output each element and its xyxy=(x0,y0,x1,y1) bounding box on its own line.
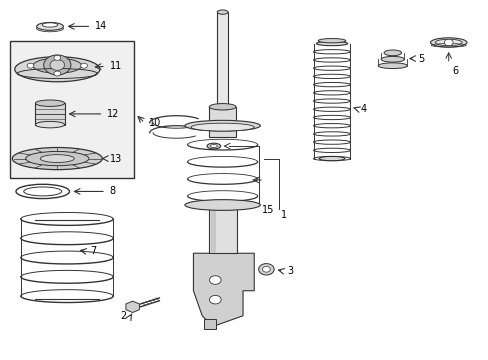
Ellipse shape xyxy=(15,57,100,82)
Circle shape xyxy=(50,60,64,70)
Ellipse shape xyxy=(217,10,227,14)
Circle shape xyxy=(81,63,87,68)
Text: 14: 14 xyxy=(95,21,107,31)
Ellipse shape xyxy=(319,157,344,161)
Circle shape xyxy=(209,296,221,304)
Circle shape xyxy=(43,55,71,75)
Circle shape xyxy=(54,55,61,60)
Ellipse shape xyxy=(37,22,63,30)
FancyBboxPatch shape xyxy=(35,103,64,125)
FancyBboxPatch shape xyxy=(209,107,236,137)
Polygon shape xyxy=(193,253,254,327)
Ellipse shape xyxy=(377,63,407,68)
Text: 5: 5 xyxy=(418,54,424,64)
Ellipse shape xyxy=(383,50,401,56)
Text: 2: 2 xyxy=(120,311,126,321)
Ellipse shape xyxy=(316,41,347,46)
Ellipse shape xyxy=(40,155,74,162)
Ellipse shape xyxy=(318,39,345,43)
Text: 3: 3 xyxy=(287,266,293,276)
Ellipse shape xyxy=(184,120,260,131)
FancyBboxPatch shape xyxy=(10,41,134,178)
Ellipse shape xyxy=(26,152,89,166)
Circle shape xyxy=(27,63,34,68)
Ellipse shape xyxy=(35,100,64,107)
Ellipse shape xyxy=(209,104,236,110)
Text: 13: 13 xyxy=(110,154,122,163)
Ellipse shape xyxy=(210,144,217,148)
Circle shape xyxy=(262,266,270,272)
FancyBboxPatch shape xyxy=(208,202,236,253)
Circle shape xyxy=(209,276,221,284)
Text: 9: 9 xyxy=(228,116,235,126)
Ellipse shape xyxy=(35,121,64,128)
FancyBboxPatch shape xyxy=(217,12,227,109)
Ellipse shape xyxy=(206,143,220,149)
FancyBboxPatch shape xyxy=(210,202,215,253)
FancyBboxPatch shape xyxy=(203,319,216,329)
Text: 8: 8 xyxy=(110,186,116,197)
Text: 1: 1 xyxy=(281,210,286,220)
Text: 11: 11 xyxy=(110,62,122,71)
Circle shape xyxy=(258,264,274,275)
Ellipse shape xyxy=(42,23,58,27)
Ellipse shape xyxy=(33,58,81,73)
Circle shape xyxy=(444,39,452,46)
Text: 6: 6 xyxy=(452,66,458,76)
Text: 7: 7 xyxy=(90,247,97,256)
Ellipse shape xyxy=(429,38,466,47)
Text: 4: 4 xyxy=(360,104,366,113)
Ellipse shape xyxy=(434,39,461,46)
Circle shape xyxy=(54,71,61,76)
Ellipse shape xyxy=(191,123,254,131)
Text: 12: 12 xyxy=(107,109,120,119)
Ellipse shape xyxy=(380,57,404,62)
Text: 10: 10 xyxy=(148,118,161,128)
Circle shape xyxy=(200,121,208,128)
Ellipse shape xyxy=(12,148,102,170)
Text: 15: 15 xyxy=(261,205,273,215)
Ellipse shape xyxy=(184,200,260,210)
Circle shape xyxy=(202,123,206,126)
Polygon shape xyxy=(126,301,139,312)
